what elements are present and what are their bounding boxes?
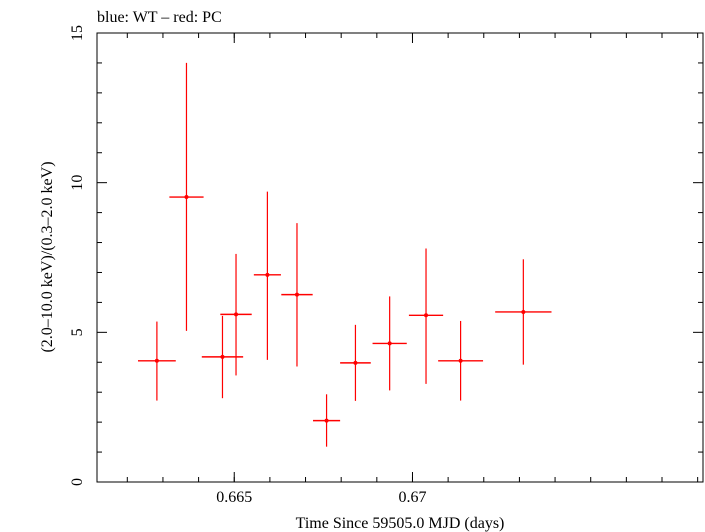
data-point <box>281 223 313 367</box>
point-marker <box>234 312 239 317</box>
y-tick-label: 5 <box>69 328 86 336</box>
data-point <box>253 191 281 360</box>
data-point <box>340 324 371 401</box>
data-point <box>372 296 407 391</box>
point-marker <box>324 418 329 423</box>
chart-title: blue: WT – red: PC <box>97 9 222 26</box>
data-point <box>495 259 552 365</box>
point-marker <box>220 354 225 359</box>
y-tick-label: 0 <box>69 478 86 486</box>
point-marker <box>424 313 429 318</box>
axis-ticks <box>97 32 703 483</box>
y-axis-label: (2.0–10.0 keV)/(0.3–2.0 keV) <box>39 161 56 352</box>
data-point <box>438 320 484 401</box>
data-point <box>220 253 252 376</box>
data-point <box>137 321 176 401</box>
point-marker <box>265 272 270 277</box>
tick-labels: 0.665 0.67 0 5 10 15 <box>69 25 426 506</box>
x-axis-label: Time Since 59505.0 MJD (days) <box>296 515 505 532</box>
data-point <box>201 315 244 399</box>
point-marker <box>458 358 463 363</box>
data-marks <box>137 62 552 447</box>
point-marker <box>353 360 358 365</box>
point-marker <box>521 309 526 314</box>
data-point <box>313 394 341 447</box>
x-tick-label: 0.67 <box>398 489 426 506</box>
point-marker <box>294 292 299 297</box>
point-marker <box>154 358 159 363</box>
data-point <box>169 62 204 331</box>
data-point <box>408 248 444 384</box>
point-marker <box>387 341 392 346</box>
plot-frame <box>96 32 704 483</box>
y-tick-label: 10 <box>69 175 86 191</box>
y-tick-label: 15 <box>69 25 86 41</box>
x-tick-label: 0.665 <box>216 489 252 506</box>
point-marker <box>184 195 189 200</box>
